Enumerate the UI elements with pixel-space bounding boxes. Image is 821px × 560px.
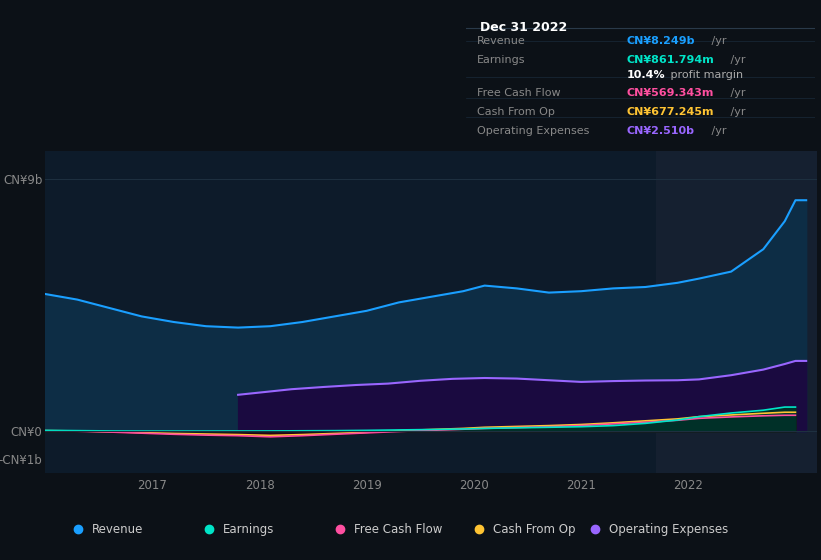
Text: Cash From Op: Cash From Op	[477, 108, 555, 117]
Text: /yr: /yr	[727, 55, 745, 65]
Text: Operating Expenses: Operating Expenses	[477, 127, 589, 137]
Text: Free Cash Flow: Free Cash Flow	[354, 522, 443, 536]
Text: Free Cash Flow: Free Cash Flow	[477, 88, 561, 98]
Text: /yr: /yr	[709, 127, 727, 137]
Text: CN¥861.794m: CN¥861.794m	[627, 55, 714, 65]
Text: /yr: /yr	[709, 36, 727, 46]
Text: Dec 31 2022: Dec 31 2022	[480, 21, 567, 34]
Text: Operating Expenses: Operating Expenses	[608, 522, 727, 536]
Text: CN¥8.249b: CN¥8.249b	[627, 36, 695, 46]
Text: CN¥677.245m: CN¥677.245m	[627, 108, 714, 117]
Text: Revenue: Revenue	[91, 522, 143, 536]
Text: CN¥2.510b: CN¥2.510b	[627, 127, 695, 137]
Text: 10.4%: 10.4%	[627, 70, 666, 80]
Text: Earnings: Earnings	[477, 55, 525, 65]
Text: Earnings: Earnings	[222, 522, 274, 536]
Text: profit margin: profit margin	[667, 70, 743, 80]
Bar	[656, 151, 817, 473]
Text: CN¥569.343m: CN¥569.343m	[627, 88, 714, 98]
Text: Revenue: Revenue	[477, 36, 525, 46]
Text: /yr: /yr	[727, 108, 745, 117]
Text: /yr: /yr	[727, 88, 745, 98]
Text: Cash From Op: Cash From Op	[493, 522, 576, 536]
